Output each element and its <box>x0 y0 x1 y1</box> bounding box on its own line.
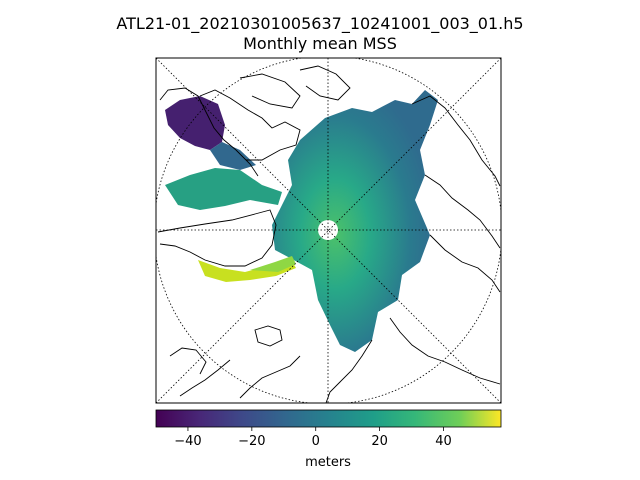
colorbar-tick-label: 40 <box>435 434 452 449</box>
colorbar-ticks <box>187 427 444 431</box>
coastlines <box>157 65 501 403</box>
map-area <box>156 58 501 403</box>
colorbar-label: meters <box>305 455 351 470</box>
meridian-line <box>156 58 501 403</box>
colorbar-tick-label: −40 <box>174 434 202 449</box>
mss-field <box>272 90 438 352</box>
mss-field-hudson <box>165 96 225 150</box>
colorbar-tick-label: −20 <box>238 434 266 449</box>
plot-subtitle: Monthly mean MSS <box>243 34 397 53</box>
plot-title: ATL21-01_20210301005637_10241001_003_01.… <box>116 14 524 33</box>
colorbar <box>155 409 502 428</box>
meridian-line <box>156 58 501 403</box>
mss-field-archipelago <box>165 168 282 210</box>
map-frame <box>155 57 502 404</box>
mss-field-atlantic-inner <box>250 256 296 272</box>
colorbar-tick-label: 0 <box>311 434 320 449</box>
mss-field-atlantic <box>198 258 296 282</box>
colorbar-tick-label: 20 <box>371 434 388 449</box>
mss-field-hudson-edge <box>210 142 256 170</box>
